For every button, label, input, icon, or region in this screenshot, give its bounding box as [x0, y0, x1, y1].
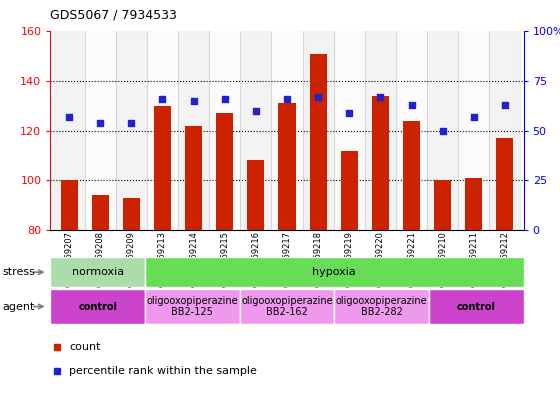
Bar — [310, 54, 326, 230]
Bar — [334, 289, 429, 324]
Bar — [54, 31, 85, 230]
Bar — [145, 257, 524, 287]
Point — [96, 119, 105, 126]
Point — [220, 96, 229, 102]
Bar — [340, 151, 358, 230]
Bar — [123, 198, 140, 230]
Bar — [465, 178, 482, 230]
Point — [501, 102, 510, 108]
Bar — [92, 195, 109, 230]
Bar — [209, 31, 240, 230]
Bar — [372, 96, 389, 230]
Point — [314, 94, 323, 100]
Point — [345, 110, 354, 116]
Point — [376, 94, 385, 100]
Bar — [154, 106, 171, 230]
Bar — [489, 31, 520, 230]
Bar — [216, 113, 234, 230]
Text: count: count — [69, 342, 101, 353]
Bar — [278, 103, 296, 230]
Point — [251, 108, 260, 114]
Point — [127, 119, 136, 126]
Text: normoxia: normoxia — [72, 267, 124, 277]
Bar — [248, 160, 264, 230]
Bar — [334, 31, 365, 230]
Bar — [240, 289, 334, 324]
Text: oligooxopiperazine
BB2-162: oligooxopiperazine BB2-162 — [241, 296, 333, 317]
Bar — [458, 31, 489, 230]
Text: oligooxopiperazine
BB2-282: oligooxopiperazine BB2-282 — [336, 296, 427, 317]
Bar — [85, 31, 116, 230]
Text: percentile rank within the sample: percentile rank within the sample — [69, 366, 257, 376]
Text: stress: stress — [3, 267, 36, 277]
Bar — [403, 121, 420, 230]
Point — [64, 114, 73, 120]
Text: agent: agent — [3, 301, 35, 312]
Point — [158, 96, 167, 102]
Bar — [396, 31, 427, 230]
Bar — [185, 126, 202, 230]
Text: hypoxia: hypoxia — [312, 267, 356, 277]
Bar — [147, 31, 178, 230]
Point — [438, 127, 447, 134]
Bar — [427, 31, 458, 230]
Bar — [50, 289, 145, 324]
Point — [469, 114, 478, 120]
Bar — [365, 31, 396, 230]
Bar — [178, 31, 209, 230]
Point — [189, 98, 198, 104]
Bar — [145, 289, 240, 324]
Bar — [434, 180, 451, 230]
Text: oligooxopiperazine
BB2-125: oligooxopiperazine BB2-125 — [147, 296, 238, 317]
Bar — [496, 138, 514, 230]
Bar — [240, 31, 272, 230]
Bar — [50, 257, 145, 287]
Bar — [429, 289, 524, 324]
Bar — [272, 31, 302, 230]
Point — [407, 102, 416, 108]
Text: control: control — [457, 301, 496, 312]
Bar — [116, 31, 147, 230]
Text: GDS5067 / 7934533: GDS5067 / 7934533 — [50, 9, 178, 22]
Point — [282, 96, 291, 102]
Text: control: control — [78, 301, 117, 312]
Bar — [60, 180, 78, 230]
Bar — [302, 31, 334, 230]
